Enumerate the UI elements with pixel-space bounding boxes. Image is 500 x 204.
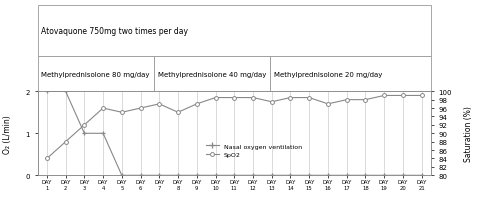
Nasal oxygen ventilation (194, 174, 200, 177)
Nasal oxygen ventilation (62, 91, 68, 93)
SpO2 (306, 97, 312, 99)
Text: Methylprednisolone 40 mg/day: Methylprednisolone 40 mg/day (158, 71, 266, 78)
Text: Atovaquone 750mg two times per day: Atovaquone 750mg two times per day (42, 27, 188, 36)
SpO2 (381, 95, 387, 97)
Text: Methylprednisolone 20 mg/day: Methylprednisolone 20 mg/day (274, 71, 382, 78)
Nasal oxygen ventilation (362, 174, 368, 177)
Text: O₂ (L/min): O₂ (L/min) (3, 114, 12, 153)
Line: SpO2: SpO2 (45, 94, 424, 161)
Nasal oxygen ventilation (100, 132, 106, 135)
Bar (38, 57, 154, 92)
Text: Saturation (%): Saturation (%) (464, 106, 473, 161)
Nasal oxygen ventilation (250, 174, 256, 177)
Nasal oxygen ventilation (344, 174, 349, 177)
SpO2 (288, 97, 294, 99)
SpO2 (231, 97, 237, 99)
Nasal oxygen ventilation (268, 174, 274, 177)
Nasal oxygen ventilation (212, 174, 218, 177)
Nasal oxygen ventilation (138, 174, 143, 177)
Bar (270, 57, 431, 92)
SpO2 (82, 124, 87, 126)
Nasal oxygen ventilation (175, 174, 181, 177)
Text: Methylprednisolone 80 mg/day: Methylprednisolone 80 mg/day (42, 71, 150, 78)
Nasal oxygen ventilation (306, 174, 312, 177)
SpO2 (362, 99, 368, 101)
SpO2 (418, 95, 424, 97)
SpO2 (212, 97, 218, 99)
SpO2 (400, 95, 406, 97)
Nasal oxygen ventilation (418, 174, 424, 177)
SpO2 (250, 97, 256, 99)
SpO2 (100, 107, 106, 110)
Nasal oxygen ventilation (156, 174, 162, 177)
SpO2 (62, 141, 68, 143)
Bar (154, 57, 270, 92)
Nasal oxygen ventilation (44, 91, 50, 93)
SpO2 (44, 157, 50, 160)
SpO2 (156, 103, 162, 106)
Nasal oxygen ventilation (325, 174, 331, 177)
Nasal oxygen ventilation (381, 174, 387, 177)
SpO2 (194, 103, 200, 106)
Line: Nasal oxygen ventilation: Nasal oxygen ventilation (44, 89, 424, 178)
SpO2 (268, 101, 274, 103)
Legend: Nasal oxygen ventilation, SpO2: Nasal oxygen ventilation, SpO2 (204, 141, 304, 160)
Bar (38, 6, 431, 57)
Nasal oxygen ventilation (231, 174, 237, 177)
SpO2 (175, 112, 181, 114)
SpO2 (344, 99, 349, 101)
SpO2 (119, 112, 125, 114)
SpO2 (138, 107, 143, 110)
SpO2 (325, 103, 331, 106)
Nasal oxygen ventilation (400, 174, 406, 177)
Nasal oxygen ventilation (119, 174, 125, 177)
Nasal oxygen ventilation (288, 174, 294, 177)
Nasal oxygen ventilation (82, 132, 87, 135)
